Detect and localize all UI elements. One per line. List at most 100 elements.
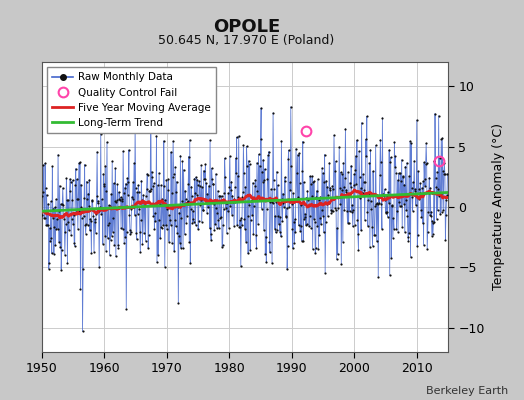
Point: [125, 212, 134, 218]
Point: [220, 190, 228, 197]
Point: [369, 168, 377, 174]
Point: [148, 174, 157, 180]
Point: [347, 162, 355, 169]
Point: [117, 197, 126, 204]
Point: [149, 183, 157, 190]
Point: [190, 219, 198, 225]
Point: [295, 150, 303, 156]
Point: [257, 206, 266, 212]
Point: [179, 166, 188, 173]
Point: [388, 202, 396, 209]
Point: [342, 186, 351, 193]
Point: [324, 192, 332, 198]
Point: [127, 228, 135, 235]
Point: [226, 153, 234, 160]
Point: [417, 214, 425, 220]
Point: [355, 174, 364, 180]
Point: [85, 227, 94, 234]
Point: [322, 201, 331, 208]
Point: [314, 246, 323, 252]
Point: [187, 206, 195, 212]
Point: [341, 175, 349, 181]
Point: [382, 209, 390, 215]
Point: [172, 178, 181, 185]
Point: [128, 196, 137, 202]
Point: [62, 175, 71, 181]
Point: [38, 193, 46, 200]
Point: [222, 200, 231, 206]
Point: [406, 138, 414, 144]
Point: [246, 246, 254, 253]
Point: [280, 204, 288, 210]
Point: [285, 147, 293, 153]
Point: [401, 229, 409, 236]
Point: [435, 192, 443, 199]
Point: [95, 263, 103, 270]
Point: [213, 225, 221, 231]
Point: [110, 242, 118, 248]
Point: [54, 208, 63, 214]
Point: [297, 222, 305, 229]
Point: [359, 171, 367, 178]
Point: [379, 192, 388, 198]
Point: [140, 199, 149, 205]
Point: [405, 173, 413, 179]
Point: [155, 170, 163, 176]
Point: [313, 223, 322, 229]
Point: [321, 270, 330, 276]
Point: [200, 176, 209, 182]
Point: [296, 228, 304, 234]
Point: [54, 151, 62, 158]
Point: [111, 198, 119, 204]
Point: [273, 227, 281, 233]
Point: [412, 117, 421, 123]
Point: [170, 248, 178, 254]
Point: [57, 266, 66, 273]
Point: [123, 175, 132, 181]
Point: [315, 232, 324, 238]
Point: [169, 138, 177, 144]
Point: [258, 168, 266, 175]
Point: [314, 176, 322, 182]
Point: [124, 179, 133, 186]
Point: [287, 104, 295, 110]
Point: [365, 191, 373, 198]
Point: [115, 189, 123, 195]
Point: [357, 227, 365, 234]
Point: [70, 240, 79, 246]
Point: [185, 239, 193, 245]
Point: [220, 206, 228, 212]
Point: [133, 189, 141, 196]
Point: [403, 234, 412, 240]
Point: [432, 216, 441, 222]
Point: [236, 224, 244, 231]
Point: [285, 204, 293, 210]
Point: [358, 189, 366, 196]
Point: [137, 178, 146, 184]
Point: [208, 176, 216, 183]
Point: [77, 285, 85, 292]
Point: [193, 176, 201, 183]
Point: [85, 176, 93, 183]
Point: [330, 168, 339, 175]
Point: [48, 250, 56, 257]
Point: [394, 177, 402, 183]
Point: [88, 197, 96, 203]
Point: [248, 212, 256, 218]
Point: [236, 217, 245, 223]
Point: [86, 216, 94, 222]
Point: [365, 160, 374, 166]
Point: [389, 234, 397, 241]
Point: [430, 158, 438, 164]
Point: [72, 166, 80, 172]
Text: Berkeley Earth: Berkeley Earth: [426, 386, 508, 396]
Point: [164, 176, 172, 182]
Point: [397, 178, 405, 184]
Point: [417, 207, 425, 213]
Point: [403, 160, 411, 166]
Point: [60, 210, 68, 217]
Point: [232, 155, 240, 162]
Point: [117, 225, 125, 231]
Point: [98, 206, 106, 213]
Point: [368, 243, 377, 249]
